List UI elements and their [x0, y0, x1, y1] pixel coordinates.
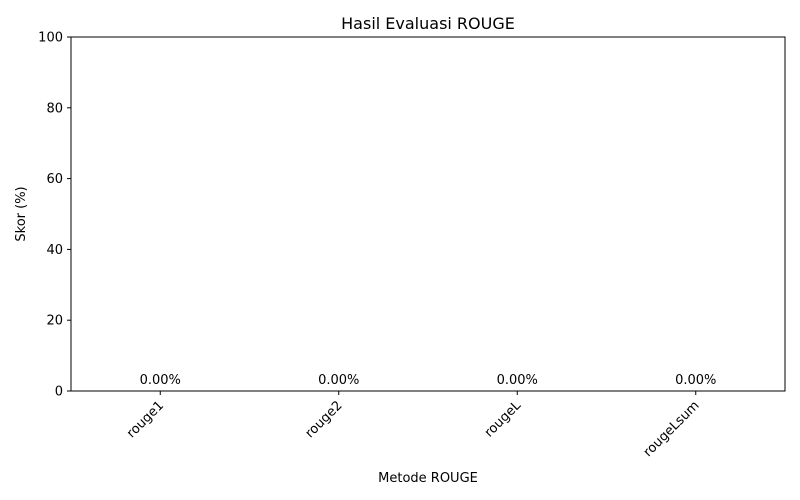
- x-tick-label: rougeL: [482, 398, 525, 441]
- plot-frame: [70, 36, 786, 392]
- x-tick-label: rougeLsum: [641, 398, 703, 460]
- y-tick-label: 0: [55, 385, 63, 400]
- y-tick-label: 20: [46, 314, 63, 329]
- data-label: 0.00%: [140, 373, 181, 388]
- data-label: 0.00%: [318, 373, 359, 388]
- y-axis-label: Skor (%): [14, 186, 29, 241]
- x-axis: rouge1 rouge2 rougeL rougeLsum: [124, 391, 703, 460]
- x-tick-label: rouge2: [303, 398, 346, 441]
- data-label: 0.00%: [675, 373, 716, 388]
- y-tick-label: 80: [46, 101, 63, 116]
- y-tick-label: 40: [46, 243, 63, 258]
- x-tick-label: rouge1: [124, 398, 167, 441]
- data-label: 0.00%: [497, 373, 538, 388]
- y-tick-label: 100: [38, 31, 63, 46]
- chart-title: Hasil Evaluasi ROUGE: [341, 14, 515, 33]
- y-tick-label: 60: [46, 172, 63, 187]
- y-axis: 0 20 40 60 80 100: [38, 31, 71, 400]
- data-labels: 0.00% 0.00% 0.00% 0.00%: [140, 373, 717, 388]
- x-axis-label: Metode ROUGE: [378, 471, 478, 486]
